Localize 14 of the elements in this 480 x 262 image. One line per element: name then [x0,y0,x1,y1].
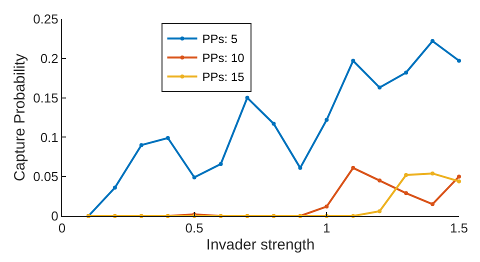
x-tick-label: 1 [323,220,330,236]
y-tick-label: 0.25 [33,12,58,27]
x-tick-label: 0.5 [185,220,204,236]
x-tick-label: 1.5 [450,220,468,236]
legend-label: PPs: 15 [202,70,245,84]
y-tick-label: 0 [51,208,58,224]
y-tick-label: 0.15 [33,90,58,106]
legend-label: PPs: 10 [202,51,245,66]
y-tick-label: 0.05 [33,169,58,184]
y-tick-label: 0.2 [40,50,58,66]
y-axis-title: Capture Probability [11,53,28,182]
x-axis-title: Invader strength [206,236,315,254]
y-tick-label: 0.1 [40,130,58,145]
legend-label: PPs: 5 [202,32,238,46]
